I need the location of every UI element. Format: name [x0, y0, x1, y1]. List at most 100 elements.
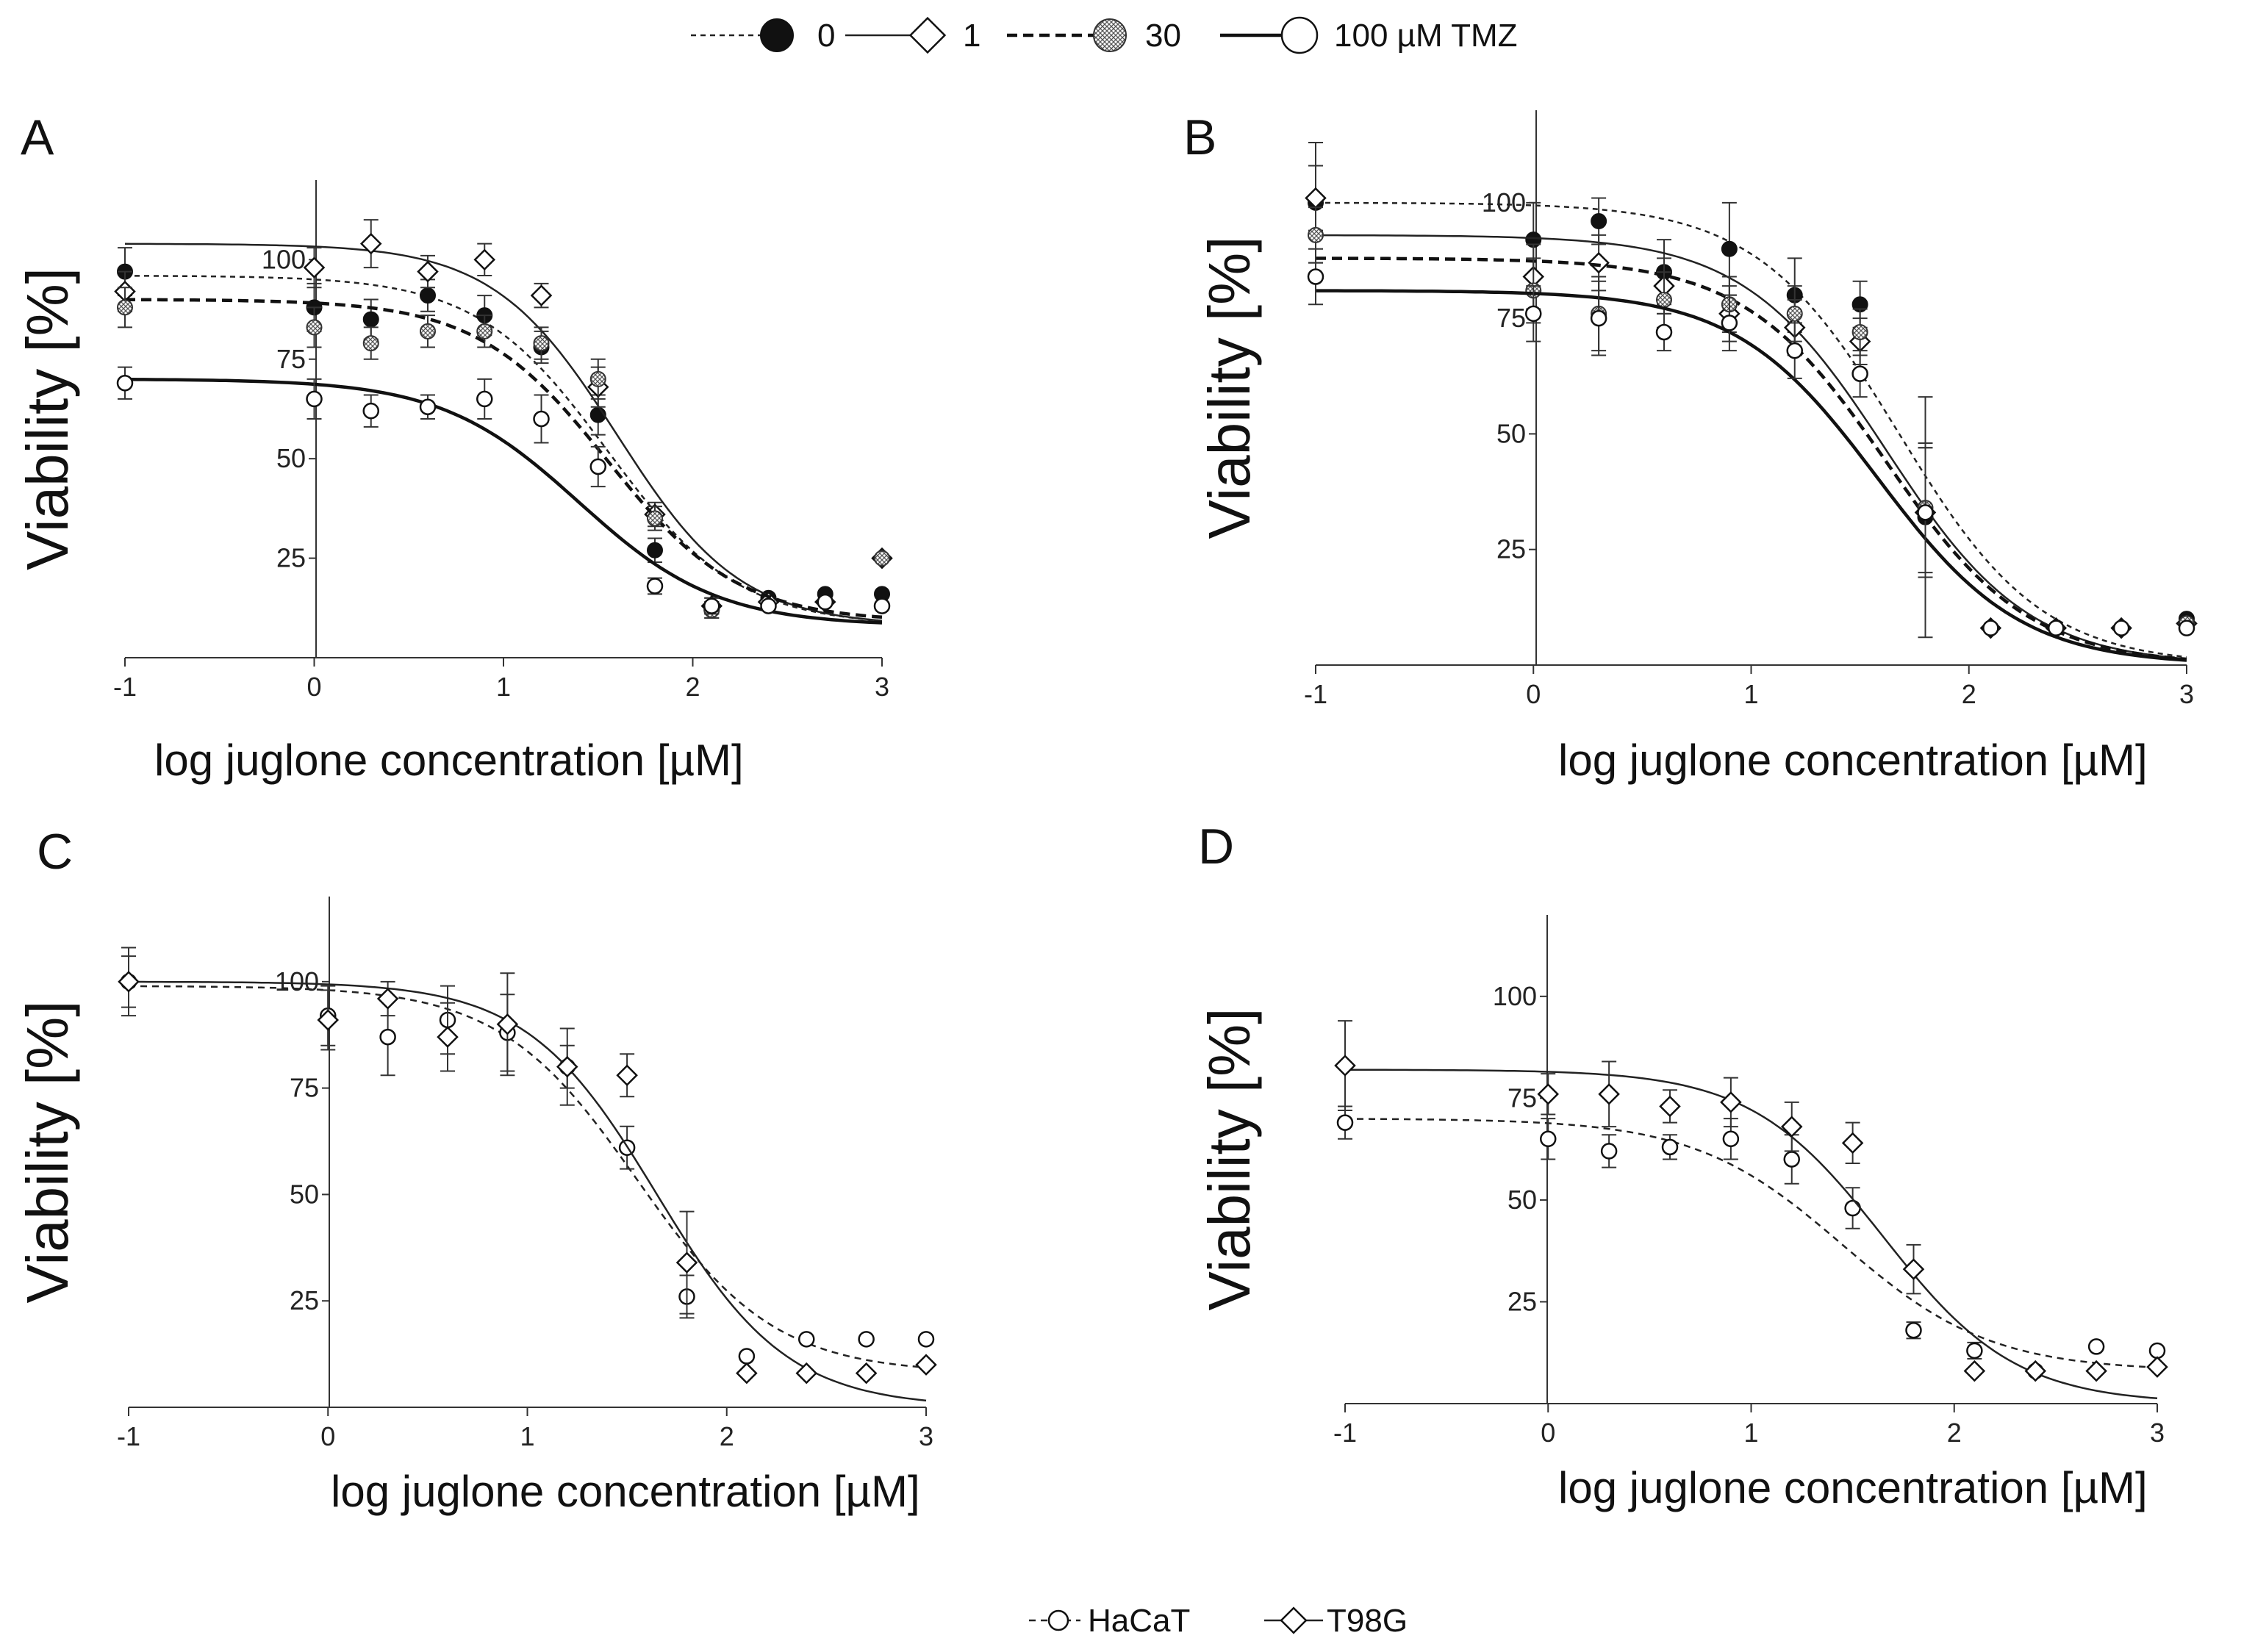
x-axis-label: log juglone concentration [µM] [331, 1467, 920, 1516]
data-point-t98g [2085, 1360, 2107, 1382]
bottom-legend: HaCaT T98G [1029, 1603, 1408, 1639]
data-point-hacat [1600, 1143, 1618, 1160]
x-tick-label: 2 [1962, 679, 1976, 709]
series-1 [114, 219, 893, 622]
data-point-hacat [1540, 1130, 1557, 1148]
data-point-t98g [437, 1026, 459, 1048]
top-legend-label-0: 0 [817, 18, 835, 54]
y-tick-label: 50 [1496, 418, 1526, 448]
data-point-t98g [1334, 1055, 1356, 1077]
top-legend-marker-0 [760, 18, 794, 52]
series-0 [1308, 142, 2195, 658]
data-point-100-m-tmz [646, 578, 664, 595]
bottom-legend-marker-t98g [1280, 1606, 1308, 1634]
series-hacat [1336, 1105, 2166, 1379]
data-point-t98g [1659, 1095, 1681, 1118]
x-tick-label: 1 [1743, 679, 1758, 709]
fit-curve-1 [1316, 234, 2187, 660]
data-point-0 [1721, 240, 1738, 257]
x-tick-label: 3 [2150, 1418, 2165, 1448]
data-point-hacat [1661, 1138, 1679, 1156]
data-point-100-m-tmz [760, 597, 777, 614]
data-point-t98g [1780, 1116, 1803, 1138]
fit-curve-hacat [1345, 1118, 2158, 1369]
data-point-t98g [675, 1251, 698, 1274]
data-point-100-m-tmz [1917, 504, 1934, 521]
x-axis-label: log juglone concentration [µM] [1558, 1463, 2148, 1512]
data-point-t98g [1537, 1083, 1560, 1105]
bottom-legend-entry-t98g: T98G [1264, 1603, 1408, 1639]
data-point-30 [533, 335, 550, 352]
data-point-t98g [496, 1013, 519, 1035]
data-point-100-m-tmz [1525, 305, 1542, 323]
data-point-30 [647, 510, 663, 527]
top-legend: 0 1 30 100 µM TMZ [691, 16, 1517, 54]
bottom-legend-label-hacat: HaCaT [1088, 1603, 1190, 1639]
data-point-t98g [1841, 1132, 1864, 1154]
y-tick-label: 25 [276, 543, 306, 573]
panel-c: C -1 0 1 2 3 25 50 75 100 Viability [%] log juglone… [15, 824, 937, 1516]
data-point-100-m-tmz [873, 597, 891, 614]
data-point-t98g [1720, 1091, 1742, 1113]
bottom-legend-marker-hacat [1047, 1609, 1069, 1631]
data-point-100-m-tmz [1590, 309, 1607, 327]
data-point-t98g [556, 1055, 578, 1078]
data-point-t98g [915, 1354, 937, 1376]
data-point-30 [874, 550, 890, 567]
data-point-t98g [795, 1362, 818, 1385]
panel-letter-d: D [1198, 819, 1234, 875]
x-tick-label: 1 [1743, 1418, 1758, 1448]
y-tick-label: 100 [262, 244, 306, 274]
data-point-1 [303, 256, 326, 279]
y-tick-label: 75 [1507, 1082, 1537, 1113]
top-legend-label-30: 30 [1145, 18, 1181, 54]
y-tick-label: 50 [276, 443, 306, 473]
x-tick-label: 3 [2179, 679, 2194, 709]
data-point-100-m-tmz [589, 458, 606, 475]
data-point-t98g [1963, 1360, 1986, 1382]
fit-curve-hacat [128, 985, 927, 1369]
data-point-100-m-tmz [2048, 620, 2065, 636]
data-point-hacat [858, 1331, 875, 1348]
data-point-t98g [736, 1362, 758, 1385]
top-legend-entry-30: 30 [1007, 18, 1181, 54]
top-legend-entry-100-m-tmz: 100 µM TMZ [1220, 16, 1517, 54]
data-point-hacat [1783, 1151, 1800, 1168]
top-legend-entry-0: 0 [691, 18, 835, 54]
top-legend-label-100-m-tmz: 100 µM TMZ [1334, 18, 1517, 54]
x-axis-label: log juglone concentration [µM] [1558, 736, 2148, 785]
data-point-hacat [1844, 1199, 1861, 1217]
series-30 [1308, 206, 2195, 661]
data-point-30 [1656, 291, 1672, 308]
data-point-t98g [376, 988, 399, 1010]
data-point-0 [420, 287, 436, 304]
fit-curve-100-m-tmz [125, 378, 883, 625]
data-point-100-m-tmz [2178, 620, 2195, 636]
x-tick-label: 0 [1541, 1418, 1555, 1448]
data-point-100-m-tmz [1721, 315, 1738, 331]
y-tick-label: 75 [276, 344, 306, 374]
data-point-100-m-tmz [2112, 620, 2130, 636]
x-tick-label: 2 [720, 1421, 734, 1451]
data-point-t98g [2024, 1360, 2047, 1382]
x-tick-label: 3 [875, 672, 889, 702]
data-point-0 [362, 311, 379, 328]
data-point-t98g [1598, 1083, 1620, 1105]
data-point-1 [417, 260, 439, 283]
data-point-hacat [2087, 1338, 2105, 1355]
data-point-30 [420, 323, 436, 340]
y-tick-label: 100 [1493, 981, 1537, 1011]
series-hacat [120, 955, 935, 1369]
top-legend-entry-1: 1 [845, 16, 980, 54]
data-point-hacat [1966, 1342, 1983, 1360]
data-point-hacat [917, 1331, 935, 1348]
data-point-hacat [2148, 1342, 2166, 1360]
fit-curve-0 [125, 275, 883, 622]
top-legend-marker-100-m-tmz [1280, 16, 1319, 54]
y-tick-label: 100 [275, 966, 319, 996]
data-point-30 [589, 370, 606, 387]
y-tick-label: 100 [1482, 187, 1526, 218]
series-t98g [118, 947, 937, 1402]
data-point-30 [1851, 324, 1868, 340]
